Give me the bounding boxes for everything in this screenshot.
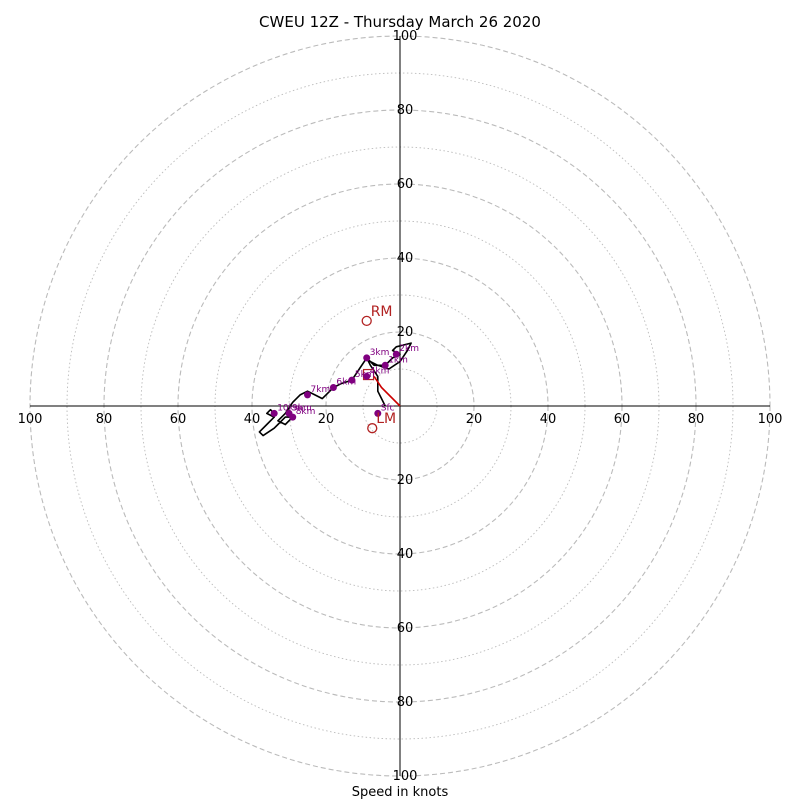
y-tick-label: 20 (397, 325, 414, 340)
y-tick-label: 60 (397, 621, 414, 636)
y-tick-label: 100 (393, 29, 418, 44)
height-label-6km: 6km (336, 378, 356, 388)
x-tick-label: 100 (758, 412, 783, 427)
chart-title: CWEU 12Z - Thursday March 26 2020 (259, 13, 541, 31)
height-marker-6km (329, 384, 337, 391)
height-marker-1km (381, 361, 389, 369)
x-tick-label: 20 (466, 412, 483, 427)
height-label-sfc: Sfc (381, 403, 395, 413)
y-tick-label: 40 (397, 547, 414, 562)
height-label-3km: 3km (370, 348, 390, 358)
y-tick-label: 100 (393, 769, 418, 784)
hodograph-trace-group (258, 342, 412, 437)
x-tick-label: 40 (244, 412, 261, 427)
height-marker-4km (363, 372, 371, 380)
height-marker-7km (304, 391, 311, 399)
mean-wind-marker (362, 368, 375, 381)
x-tick-label: 80 (96, 412, 113, 427)
y-tick-label: 60 (397, 177, 414, 192)
storm-motion-lm-label: LM (376, 411, 396, 427)
height-marker-5km (348, 376, 356, 384)
x-tick-label: 80 (688, 412, 705, 427)
height-label-1km: 1km (388, 355, 408, 365)
storm-motion-rm-marker (361, 315, 372, 327)
height-label-2km: 2km (399, 344, 419, 354)
height-label-7km: 7km (311, 385, 331, 395)
x-axis-label: Speed in knots (352, 785, 449, 800)
y-tick-label: 40 (397, 251, 414, 266)
height-marker-10km (270, 409, 278, 417)
height-label-10km: 10km (277, 403, 302, 413)
height-marker-sfc (374, 409, 382, 417)
shear-vector-line (373, 375, 401, 407)
x-tick-label: 60 (170, 412, 187, 427)
y-tick-label: 80 (397, 695, 414, 710)
y-tick-label: 20 (397, 473, 414, 488)
hodograph-line (258, 342, 412, 437)
height-marker-2km (392, 350, 400, 358)
height-label-5km: 5km (355, 370, 375, 380)
height-marker-3km (363, 354, 371, 362)
x-tick-label: 40 (540, 412, 557, 427)
height-label-9km: 9km (292, 403, 312, 413)
height-label-4km: 4km (370, 366, 390, 376)
storm-motion-markers: RM LM (361, 304, 396, 434)
x-tick-label: 60 (614, 412, 631, 427)
tick-labels: 100 100 80 80 60 60 40 40 20 20 20 20 40 40 60 60 80 80 10… (18, 29, 783, 784)
height-marker-9km (285, 409, 293, 417)
height-label-8km: 8km (296, 407, 316, 417)
storm-motion-rm-label: RM (371, 304, 393, 320)
storm-motion-lm-marker (367, 423, 378, 434)
y-tick-label: 80 (397, 103, 414, 118)
x-tick-label: 100 (18, 412, 43, 427)
x-tick-label: 20 (318, 412, 335, 427)
